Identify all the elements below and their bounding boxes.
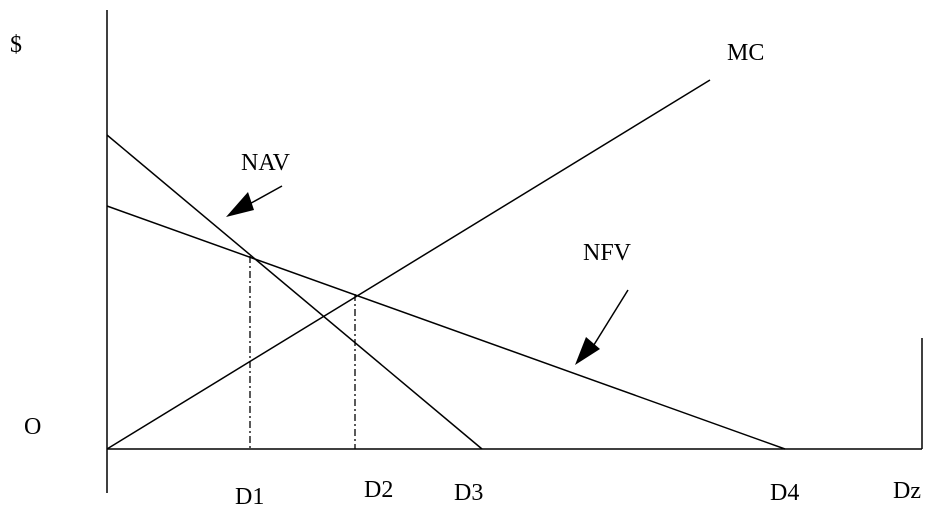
y-axis-label: $	[10, 32, 22, 58]
d2-label: D2	[364, 477, 393, 503]
nfv-label: NFV	[583, 240, 632, 266]
nav-line	[106, 134, 483, 450]
dz-label: Dz	[893, 478, 921, 504]
d4-label: D4	[770, 480, 799, 506]
origin-label: O	[24, 414, 41, 440]
mc-label: MC	[727, 40, 764, 66]
nav-arrow	[226, 185, 283, 217]
nav-label: NAV	[241, 150, 291, 176]
nfv-arrow	[575, 289, 629, 365]
d3-label: D3	[454, 480, 483, 506]
d1-label: D1	[235, 484, 264, 510]
mc-line	[106, 79, 711, 450]
nfv-line	[106, 205, 786, 450]
